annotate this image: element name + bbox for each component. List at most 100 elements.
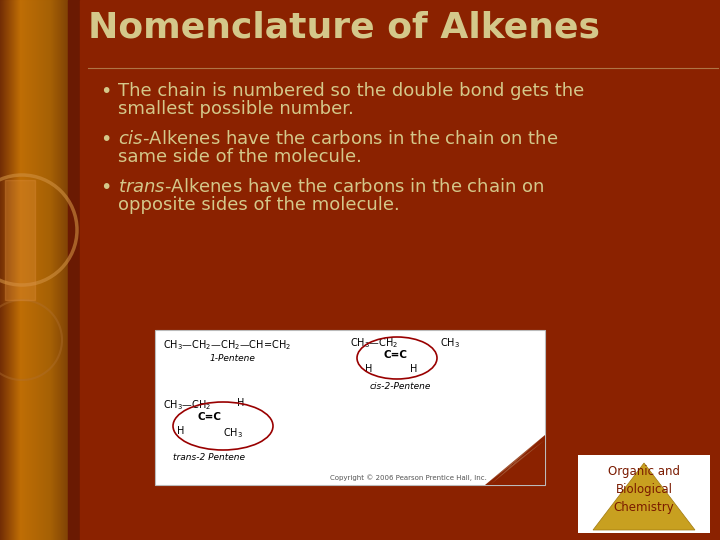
- Bar: [6, 0, 7, 540]
- Bar: [61, 0, 62, 540]
- Polygon shape: [485, 435, 545, 485]
- Bar: [29, 0, 30, 540]
- Bar: [155, 330, 545, 485]
- Bar: [19, 0, 20, 540]
- Bar: [62, 0, 63, 540]
- Bar: [49, 0, 50, 540]
- Bar: [35, 0, 36, 540]
- Bar: [50, 0, 51, 540]
- Text: $\mathit{trans}$-Alkenes have the carbons in the chain on: $\mathit{trans}$-Alkenes have the carbon…: [118, 178, 544, 196]
- Bar: [60, 0, 61, 540]
- Bar: [71, 0, 72, 540]
- Text: H: H: [365, 364, 372, 374]
- Bar: [72, 0, 73, 540]
- Bar: [58, 0, 59, 540]
- Text: 1-Pentene: 1-Pentene: [210, 354, 256, 363]
- Bar: [39, 0, 40, 540]
- Bar: [25, 0, 26, 540]
- Text: CH$_3$—CH$_2$: CH$_3$—CH$_2$: [350, 336, 398, 350]
- Bar: [22, 0, 23, 540]
- Text: CH$_3$: CH$_3$: [440, 336, 460, 350]
- Bar: [64, 0, 65, 540]
- Text: smallest possible number.: smallest possible number.: [118, 100, 354, 118]
- Bar: [45, 0, 46, 540]
- Bar: [46, 0, 47, 540]
- Bar: [68, 0, 83, 540]
- Bar: [15, 0, 16, 540]
- Bar: [78, 0, 79, 540]
- Bar: [79, 0, 80, 540]
- Bar: [27, 0, 28, 540]
- Polygon shape: [485, 435, 545, 485]
- Bar: [36, 0, 37, 540]
- Bar: [41, 0, 42, 540]
- Bar: [52, 0, 53, 540]
- Bar: [34, 0, 35, 540]
- Bar: [3, 0, 4, 540]
- Bar: [53, 0, 54, 540]
- Bar: [37, 0, 38, 540]
- Bar: [20, 0, 21, 540]
- Text: C=C: C=C: [383, 350, 407, 360]
- Bar: [70, 0, 71, 540]
- Text: The chain is numbered so the double bond gets the: The chain is numbered so the double bond…: [118, 82, 584, 100]
- Text: same side of the molecule.: same side of the molecule.: [118, 148, 362, 166]
- Bar: [63, 0, 64, 540]
- Bar: [10, 0, 11, 540]
- Polygon shape: [593, 463, 695, 530]
- Bar: [73, 0, 74, 540]
- Bar: [74, 0, 75, 540]
- Bar: [2, 0, 3, 540]
- Bar: [56, 0, 57, 540]
- Bar: [12, 0, 13, 540]
- Text: •: •: [100, 178, 112, 197]
- Bar: [55, 0, 56, 540]
- Bar: [11, 0, 12, 540]
- Bar: [30, 0, 31, 540]
- Text: opposite sides of the molecule.: opposite sides of the molecule.: [118, 196, 400, 214]
- Bar: [65, 0, 66, 540]
- Bar: [32, 0, 33, 540]
- Bar: [38, 0, 39, 540]
- Bar: [47, 0, 48, 540]
- Bar: [0, 0, 1, 540]
- Bar: [5, 180, 35, 300]
- Bar: [16, 0, 17, 540]
- Bar: [18, 0, 19, 540]
- Bar: [40, 0, 41, 540]
- Text: trans-2 Pentene: trans-2 Pentene: [173, 453, 245, 462]
- Bar: [7, 0, 8, 540]
- Bar: [75, 0, 76, 540]
- Bar: [68, 0, 69, 540]
- Text: cis-2-Pentene: cis-2-Pentene: [370, 382, 431, 391]
- Bar: [42, 0, 43, 540]
- Bar: [44, 0, 45, 540]
- Bar: [67, 0, 68, 540]
- Bar: [54, 0, 55, 540]
- Text: C=C: C=C: [197, 412, 221, 422]
- Bar: [51, 0, 52, 540]
- Bar: [4, 0, 5, 540]
- Bar: [28, 0, 29, 540]
- Bar: [1, 0, 2, 540]
- Text: •: •: [100, 130, 112, 149]
- Bar: [31, 0, 32, 540]
- Bar: [33, 0, 34, 540]
- Text: CH$_3$: CH$_3$: [223, 426, 243, 440]
- Text: H: H: [237, 398, 244, 408]
- Bar: [8, 0, 9, 540]
- Text: Copyright © 2006 Pearson Prentice Hall, Inc.: Copyright © 2006 Pearson Prentice Hall, …: [330, 474, 487, 481]
- Bar: [76, 0, 77, 540]
- Text: •: •: [100, 82, 112, 101]
- Text: H: H: [410, 364, 418, 374]
- Text: Nomenclature of Alkenes: Nomenclature of Alkenes: [88, 10, 600, 44]
- Text: CH$_3$—CH$_2$—CH$_2$—CH=CH$_2$: CH$_3$—CH$_2$—CH$_2$—CH=CH$_2$: [163, 338, 291, 352]
- Bar: [14, 0, 15, 540]
- Bar: [59, 0, 60, 540]
- Bar: [5, 0, 6, 540]
- Text: H: H: [177, 426, 184, 436]
- Text: Organic and
Biological
Chemistry: Organic and Biological Chemistry: [608, 465, 680, 514]
- Bar: [26, 0, 27, 540]
- Bar: [77, 0, 78, 540]
- Bar: [578, 455, 710, 533]
